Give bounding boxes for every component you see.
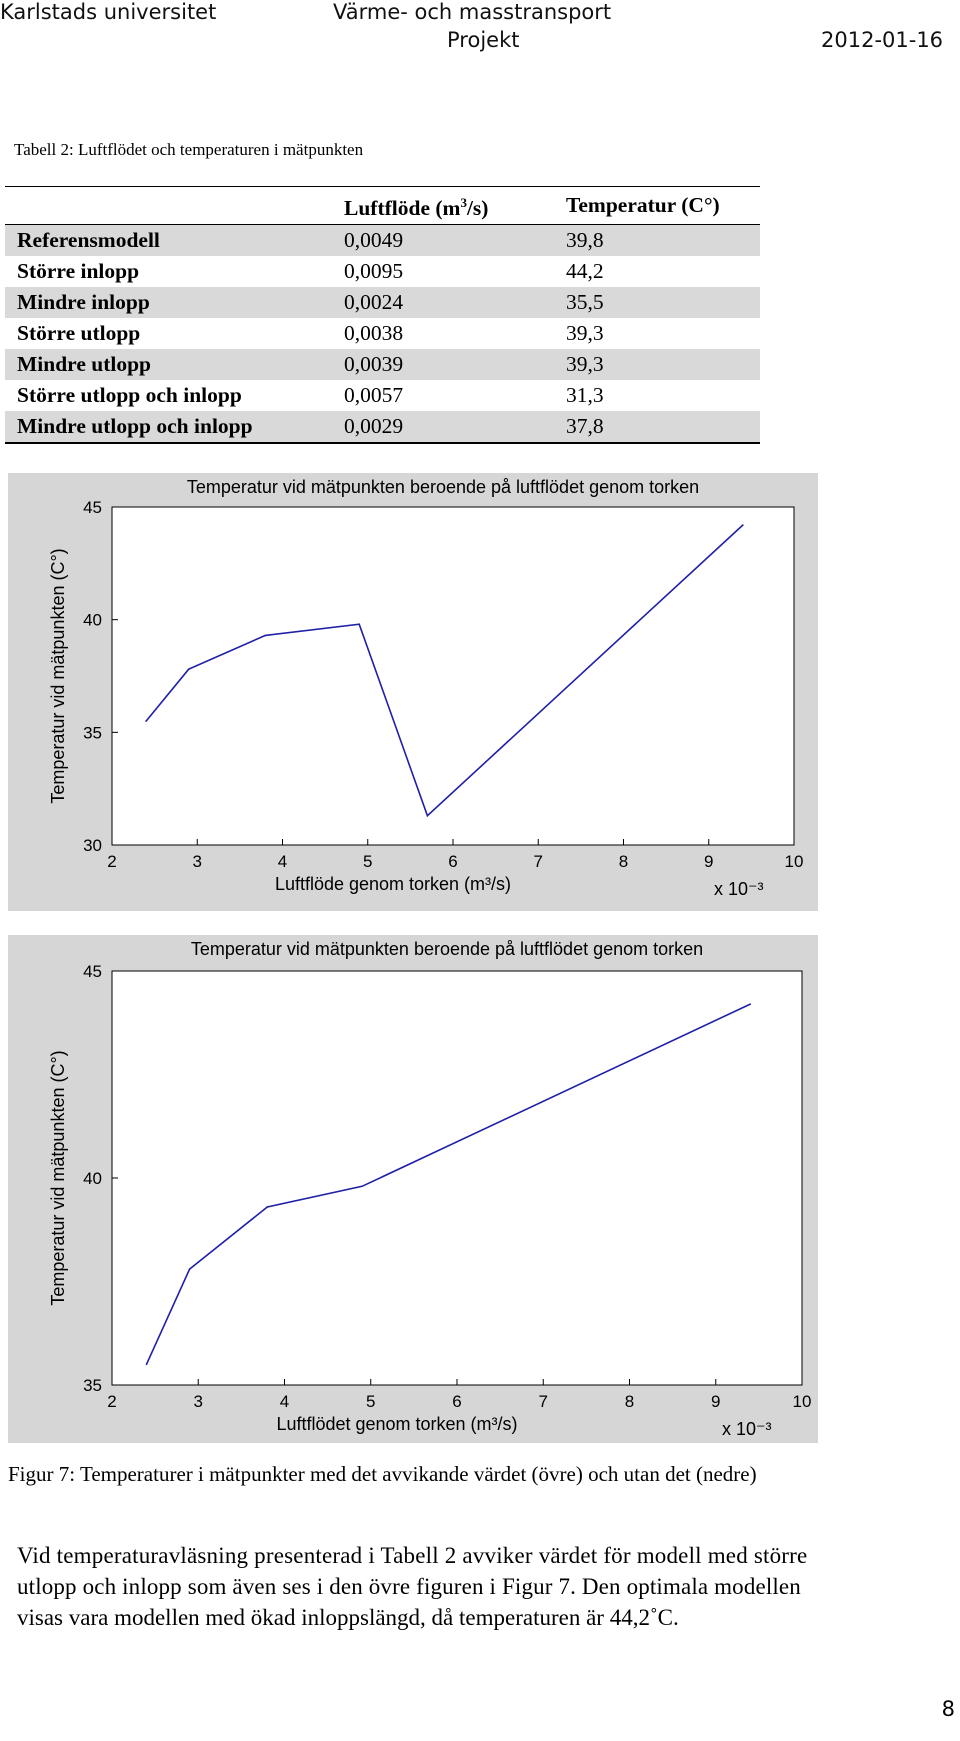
header-airflow: Luftflöde (m3/s)	[332, 186, 554, 226]
data-point	[266, 1206, 269, 1208]
data-point	[358, 623, 361, 625]
data-point	[742, 524, 744, 526]
table-cell-label: Större utlopp	[17, 321, 141, 346]
table-cell-label: Mindre utlopp	[5, 349, 332, 381]
paragraph-line: utlopp och inlopp som även ses i den övr…	[17, 1574, 801, 1599]
x-multiplier: x 10⁻³	[714, 879, 764, 899]
y-tick-label: 40	[83, 611, 102, 630]
x-tick-label: 2	[107, 1392, 116, 1411]
body-paragraph: Vid temperaturavläsning presenterad i Ta…	[17, 1540, 957, 1633]
header-university: Karlstads universitet	[0, 0, 217, 24]
x-tick-label: 7	[539, 1392, 548, 1411]
y-tick-label: 35	[83, 1376, 102, 1395]
table-cell-flow: 0,0029	[332, 411, 554, 444]
table-header-row: Luftflöde (m3/s) Temperatur (C°)	[5, 186, 760, 226]
x-multiplier: x 10⁻³	[722, 1419, 772, 1439]
paragraph-line: visas vara modellen med ökad inloppsläng…	[17, 1605, 679, 1630]
data-point	[749, 1003, 752, 1005]
y-tick-label: 45	[83, 962, 102, 981]
data-point	[188, 1268, 191, 1270]
chart-upper: Temperatur vid mätpunkten beroende på lu…	[48, 477, 804, 899]
x-tick-label: 3	[193, 852, 202, 871]
data-point	[264, 634, 267, 637]
figure-caption: Figur 7: Temperaturer i mätpunkter med d…	[8, 1462, 757, 1486]
data-point	[187, 668, 190, 671]
x-tick-label: 9	[704, 852, 713, 871]
chart-title: Temperatur vid mätpunkten beroende på lu…	[191, 939, 703, 959]
table-cell-temp: 35,5	[554, 287, 760, 319]
table-cell-label: Mindre inlopp	[5, 287, 332, 319]
table-cell-temp: 39,8	[554, 224, 760, 257]
table-row: Referensmodell 0,0049 39,8	[5, 224, 760, 257]
data-point	[426, 814, 429, 817]
table-cell-temp: 37,8	[554, 411, 760, 444]
x-tick-label: 5	[366, 1392, 375, 1411]
table-caption: Tabell 2: Luftflödet och temperaturen i …	[14, 140, 364, 159]
table-row: Större utlopp och inlopp 0,0057 31,3	[5, 380, 760, 411]
y-tick-label: 35	[83, 723, 102, 742]
table-row: Mindre utlopp 0,0039 39,3	[5, 349, 760, 381]
table-cell-flow: 0,0039	[332, 349, 554, 381]
x-tick-label: 10	[793, 1392, 812, 1411]
header-date: 2012-01-16	[821, 28, 944, 52]
x-tick-label: 10	[785, 852, 804, 871]
header-blank	[5, 186, 332, 226]
x-tick-label: 8	[625, 1392, 634, 1411]
x-tick-label: 7	[534, 852, 543, 871]
x-tick-label: 2	[107, 852, 116, 871]
table-cell-temp: 39,3	[554, 349, 760, 381]
x-axis-label: Luftflödet genom torken (m³/s)	[276, 1414, 517, 1434]
plot-area	[111, 506, 795, 846]
table-cell-label: Större inlopp	[17, 259, 140, 284]
table-cell-label: Mindre utlopp och inlopp	[5, 411, 332, 444]
x-tick-label: 5	[363, 852, 372, 871]
x-axis-label: Luftflöde genom torken (m³/s)	[275, 874, 511, 894]
table-cell-label: Referensmodell	[5, 224, 332, 257]
header-temperature: Temperatur (C°)	[554, 186, 760, 226]
table-cell-label: Större utlopp och inlopp	[17, 383, 242, 408]
table-row: Mindre inlopp 0,0024 35,5	[5, 287, 760, 319]
table-row: Mindre utlopp och inlopp 0,0029 37,8	[5, 411, 760, 444]
table-cell-temp: 39,3	[566, 321, 604, 346]
table-cell-flow: 0,0049	[332, 224, 554, 257]
y-tick-label: 40	[83, 1169, 102, 1188]
data-point	[145, 1363, 148, 1366]
series-line	[145, 524, 744, 818]
x-tick-label: 6	[452, 1392, 461, 1411]
y-axis-label: Temperatur vid mätpunkten (C°)	[48, 548, 68, 803]
figure-lower: Temperatur vid mätpunkten beroende på lu…	[8, 935, 818, 1443]
table-cell-flow: 0,0024	[332, 287, 554, 319]
chart-title: Temperatur vid mätpunkten beroende på lu…	[187, 477, 699, 497]
table-cell-temp: 44,2	[566, 259, 604, 284]
chart-lower: Temperatur vid mätpunkten beroende på lu…	[48, 939, 812, 1439]
x-tick-label: 8	[619, 852, 628, 871]
header-course: Värme- och masstransport	[333, 0, 612, 24]
data-table: Luftflöde (m3/s) Temperatur (C°) Referen…	[5, 186, 760, 445]
x-tick-label: 9	[711, 1392, 720, 1411]
x-tick-label: 6	[448, 852, 457, 871]
figure-upper: Temperatur vid mätpunkten beroende på lu…	[8, 473, 818, 911]
table-cell-flow: 0,0038	[344, 321, 404, 346]
y-axis-label: Temperatur vid mätpunkten (C°)	[48, 1050, 68, 1305]
table-row: Större utlopp 0,0038 39,3	[5, 318, 760, 349]
table-cell-flow: 0,0095	[344, 259, 404, 284]
y-tick-label: 30	[83, 836, 102, 855]
data-point	[145, 720, 147, 722]
table-cell-temp: 31,3	[566, 383, 604, 408]
plot-area	[111, 970, 803, 1386]
x-tick-label: 4	[280, 1392, 289, 1411]
page-number: 8	[941, 1697, 955, 1721]
x-tick-label: 3	[194, 1392, 203, 1411]
header-project: Projekt	[447, 28, 520, 52]
table-cell-flow: 0,0057	[344, 383, 404, 408]
data-point	[361, 1185, 363, 1188]
paragraph-line: Vid temperaturavläsning presenterad i Ta…	[17, 1543, 808, 1568]
y-tick-label: 45	[83, 498, 102, 517]
table-row: Större inlopp 0,0095 44,2	[5, 256, 760, 287]
x-tick-label: 4	[278, 852, 287, 871]
